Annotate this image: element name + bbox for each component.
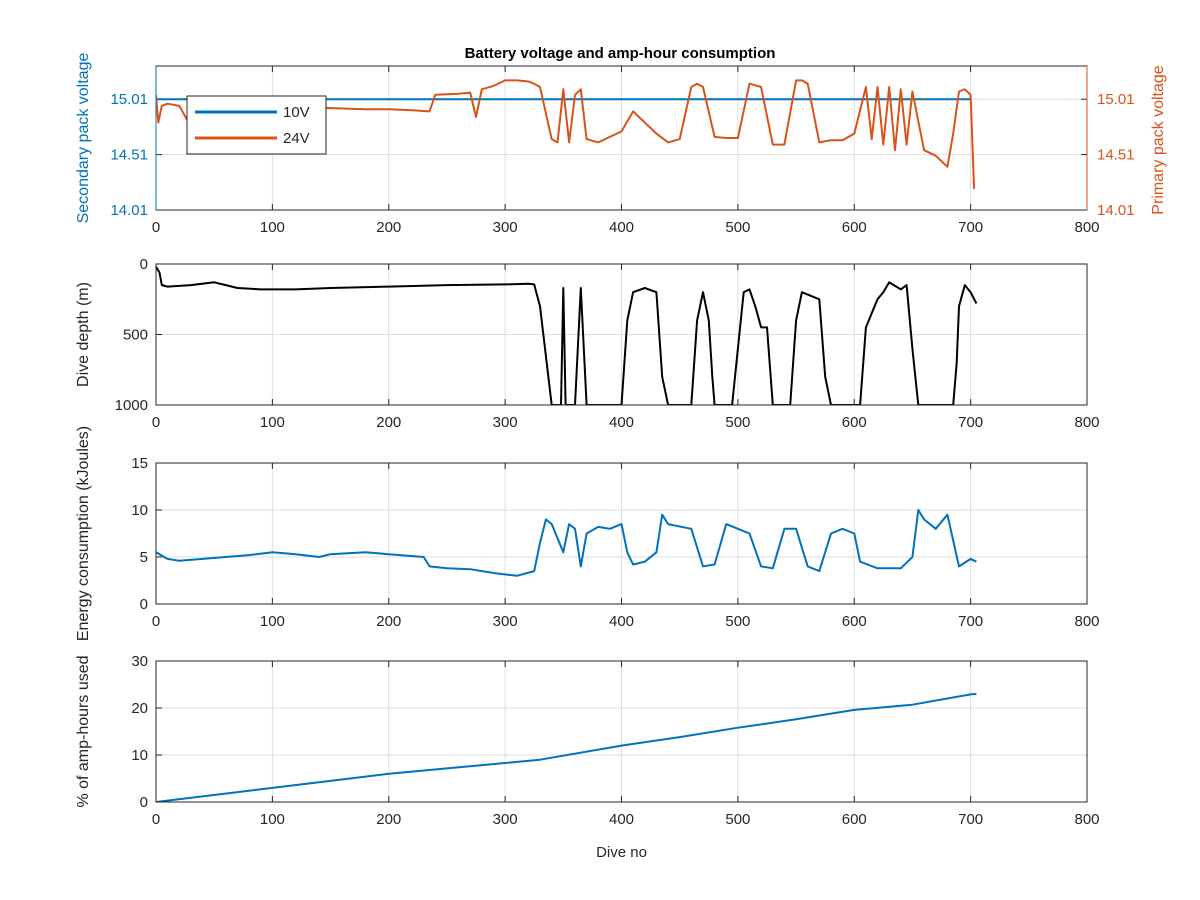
y-tick-label: 0: [140, 794, 148, 811]
chart-depth: 0 100 200 300 400 500 600 700 800 0 500 1000 Dive de…: [75, 256, 1100, 431]
x-tick-label: 600: [842, 219, 867, 236]
x-tick-label: 300: [493, 613, 518, 630]
chart-voltage: 0 100 200 300 400 500 600 700 80014.0114.5115.01…: [75, 53, 1167, 236]
axes-box: [155, 263, 1088, 406]
y-tick-label: 0: [140, 256, 148, 273]
y-axis-label: Dive depth (m): [75, 282, 92, 387]
x-tick-label: 700: [958, 811, 983, 828]
x-tick-label: 500: [725, 219, 750, 236]
x-tick-label: 200: [376, 613, 401, 630]
axes-box: [155, 660, 1088, 803]
x-tick-label: 400: [609, 219, 634, 236]
y-tick-label: 15.01: [110, 91, 148, 108]
x-tick-label: 200: [376, 219, 401, 236]
series-line-depth-0: [156, 266, 978, 405]
x-tick-label: 700: [958, 414, 983, 431]
chart-energy: 0 100 200 300 400 500 600 700 800 0 5 10 15 Energy co…: [75, 426, 1100, 641]
x-tick-label: 800: [1074, 219, 1099, 236]
x-tick-label: 800: [1074, 414, 1099, 431]
y-tick-label: 15: [131, 455, 148, 472]
y-tick-label: 30: [131, 653, 148, 670]
x-tick-label: 200: [376, 414, 401, 431]
x-tick-label: 500: [725, 414, 750, 431]
y-axis-label: % of amp-hours used: [75, 655, 92, 807]
x-tick-label: 400: [609, 613, 634, 630]
x-tick-label: 800: [1074, 811, 1099, 828]
x-tick-label: 700: [958, 219, 983, 236]
y-tick-label: 20: [131, 700, 148, 717]
y-axis-label: Secondary pack voltage: [75, 53, 92, 224]
x-tick-label: 300: [493, 414, 518, 431]
y-tick-label: 500: [123, 327, 148, 344]
chart-panels: 0 100 200 300 400 500 600 700 80014.0114.5115.01…: [75, 53, 1167, 861]
x-tick-label: 500: [725, 613, 750, 630]
y-tick-label: 0: [140, 596, 148, 613]
figure-title: Battery voltage and amp-hour consumption: [465, 45, 776, 62]
x-tick-label: 0: [152, 414, 160, 431]
x-tick-label: 0: [152, 613, 160, 630]
x-tick-label: 400: [609, 811, 634, 828]
legend-label-10v: 10V: [283, 104, 310, 121]
x-tick-label: 600: [842, 414, 867, 431]
chart-amphours: 0 100 200 300 400 500 600 700 800 0 10 20 30 % of amp…: [75, 653, 1100, 861]
y-right-tick-label: 15.01: [1097, 91, 1135, 108]
x-tick-label: 400: [609, 414, 634, 431]
x-tick-label: 600: [842, 811, 867, 828]
x-tick-label: 200: [376, 811, 401, 828]
y-right-tick-label: 14.01: [1097, 202, 1135, 219]
x-tick-label: 700: [958, 613, 983, 630]
legend-label-24v: 24V: [283, 130, 310, 147]
y-axis-label: Energy consumption (kJoules): [75, 426, 92, 641]
legend-box: [186, 95, 327, 155]
x-axis-label: Dive no: [596, 844, 647, 861]
x-tick-label: 100: [260, 219, 285, 236]
x-tick-label: 300: [493, 219, 518, 236]
x-tick-label: 800: [1074, 613, 1099, 630]
x-tick-label: 600: [842, 613, 867, 630]
x-tick-label: 100: [260, 811, 285, 828]
x-tick-label: 100: [260, 613, 285, 630]
series-line-amphours-0: [156, 692, 977, 802]
x-tick-label: 300: [493, 811, 518, 828]
y-tick-label: 14.51: [110, 147, 148, 164]
legend: 10V 24V: [186, 95, 327, 155]
y-tick-label: 1000: [115, 397, 148, 414]
x-tick-label: 100: [260, 414, 285, 431]
y-right-tick-label: 14.51: [1097, 147, 1135, 164]
y-tick-label: 10: [131, 502, 148, 519]
x-tick-label: 0: [152, 811, 160, 828]
y-right-axis-label: Primary pack voltage: [1150, 65, 1167, 214]
y-tick-label: 14.01: [110, 202, 148, 219]
y-tick-label: 10: [131, 747, 148, 764]
x-tick-label: 500: [725, 811, 750, 828]
y-tick-label: 5: [140, 549, 148, 566]
axes-box: [155, 462, 1088, 605]
series-line-energy-0: [156, 509, 977, 577]
x-tick-label: 0: [152, 219, 160, 236]
